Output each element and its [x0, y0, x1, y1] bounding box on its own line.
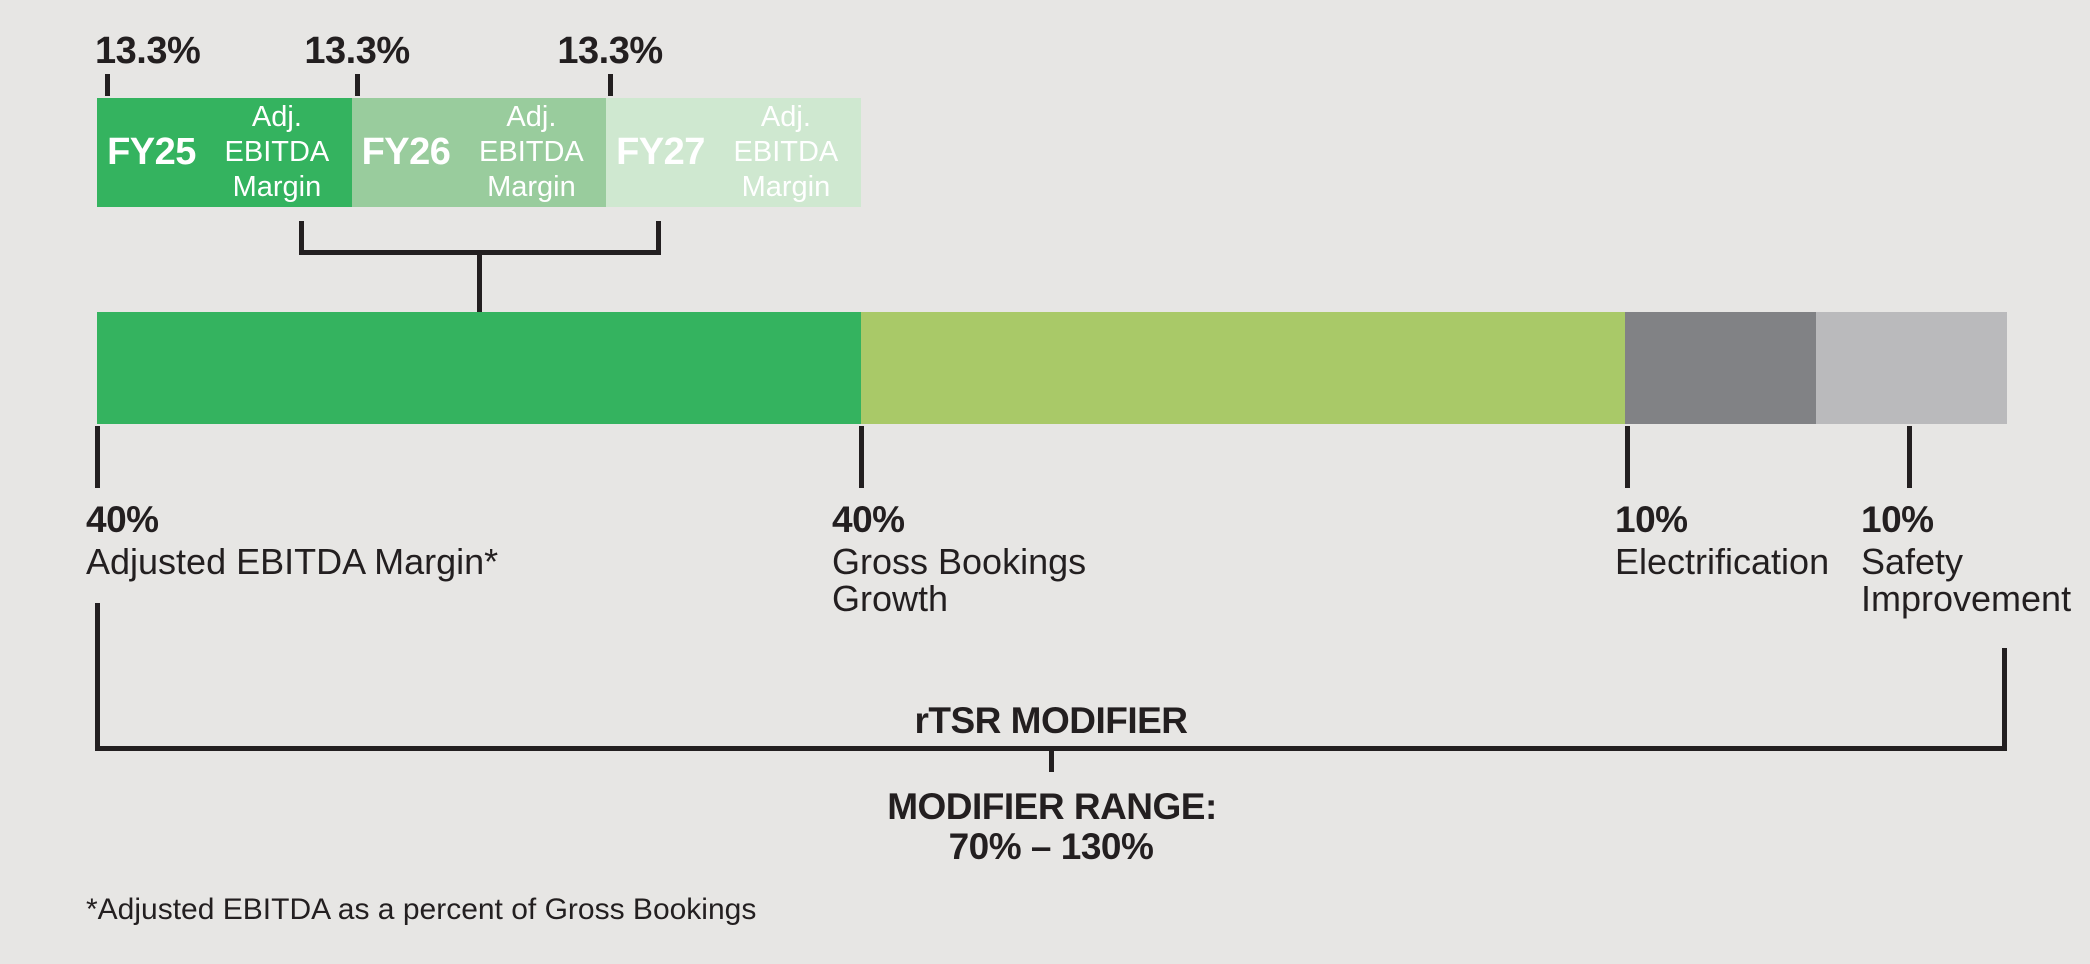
fy26-segment-metric: Adj. EBITDA Margin	[479, 101, 584, 203]
modifier-bracket-left	[95, 603, 100, 751]
adjusted-ebitda-tick	[95, 426, 100, 488]
rtsr-modifier-title: rTSR MODIFIER	[914, 700, 1188, 741]
electrification-tick	[1625, 426, 1630, 488]
gross-bookings-label-group: 40% Gross Bookings Growth	[832, 497, 1086, 617]
fy-to-main-bracket	[299, 221, 661, 255]
modifier-range-value: 70% – 130%	[948, 826, 1154, 867]
fy27-segment-metric: Adj. EBITDA Margin	[733, 101, 839, 203]
fy27-segment: FY27 Adj. EBITDA Margin	[606, 98, 861, 207]
fy27-weight-label: 13.3%	[557, 30, 663, 72]
gross-bookings-name: Gross Bookings Growth	[832, 541, 1087, 619]
bar-segment-gross-bookings	[861, 312, 1625, 424]
bar-segment-safety	[1816, 312, 2007, 424]
modifier-bracket-stem	[1049, 751, 1054, 772]
gross-bookings-tick	[859, 426, 864, 488]
fy26-weight-label: 13.3%	[304, 30, 410, 72]
fy25-weight-label: 13.3%	[95, 30, 201, 72]
electrification-label-group: 10% Electrification	[1615, 497, 1829, 580]
safety-pct: 10%	[1861, 499, 1934, 540]
fy-to-main-bracket-stem	[477, 254, 482, 312]
safety-label-group: 10% Safety Improvement	[1861, 497, 2071, 617]
footnote: *Adjusted EBITDA as a percent of Gross B…	[86, 893, 757, 926]
modifier-bracket-bottom	[95, 746, 2007, 751]
adjusted-ebitda-name: Adjusted EBITDA Margin*	[86, 541, 499, 582]
fy27-tick	[608, 74, 613, 96]
modifier-range-label: MODIFIER RANGE:	[887, 786, 1217, 827]
adjusted-ebitda-label-group: 40% Adjusted EBITDA Margin*	[86, 497, 498, 580]
fy26-tick	[355, 74, 360, 96]
electrification-pct: 10%	[1615, 499, 1688, 540]
safety-name: Safety Improvement	[1861, 541, 2072, 619]
fy25-segment: FY25 Adj. EBITDA Margin	[97, 98, 352, 207]
fy25-tick	[105, 74, 110, 96]
fy25-segment-year: FY25	[107, 131, 196, 173]
modifier-bracket-right	[2002, 648, 2007, 751]
fy25-segment-metric: Adj. EBITDA Margin	[224, 101, 330, 203]
fy27-segment-year: FY27	[616, 131, 705, 173]
electrification-name: Electrification	[1615, 541, 1830, 582]
bar-segment-adjusted-ebitda	[97, 312, 861, 424]
gross-bookings-pct: 40%	[832, 499, 905, 540]
fy26-segment-year: FY26	[361, 131, 451, 173]
adjusted-ebitda-pct: 40%	[86, 499, 159, 540]
bar-segment-electrification	[1625, 312, 1816, 424]
safety-tick	[1907, 426, 1912, 488]
fy26-segment: FY26 Adj. EBITDA Margin	[352, 98, 606, 207]
